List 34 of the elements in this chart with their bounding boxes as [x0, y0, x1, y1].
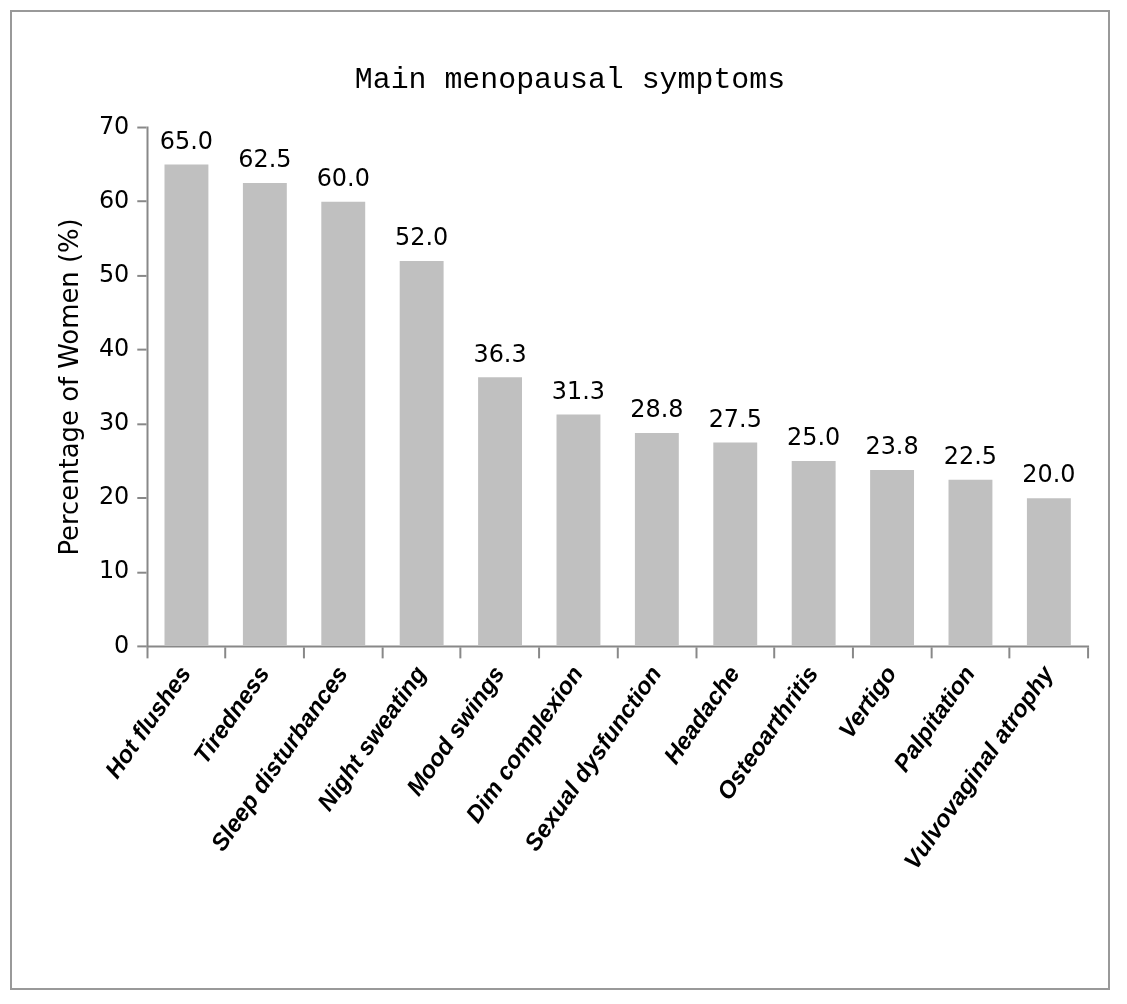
bar	[164, 164, 209, 646]
y-tick-label: 0	[114, 630, 130, 659]
data-label: 22.5	[943, 441, 998, 470]
bar	[948, 479, 993, 646]
y-tick-label: 50	[98, 259, 130, 288]
bar	[713, 442, 758, 646]
data-label: 62.5	[238, 145, 292, 174]
bar	[870, 469, 915, 646]
data-label: 65.0	[159, 126, 214, 155]
data-label: 52.0	[395, 223, 449, 252]
bar	[634, 432, 679, 646]
y-tick-label: 30	[98, 408, 130, 437]
y-tick-label: 10	[98, 556, 130, 585]
bar	[321, 201, 366, 646]
data-label: 60.0	[316, 163, 370, 192]
y-tick-label: 60	[98, 185, 130, 214]
bar	[791, 461, 836, 646]
data-label: 23.8	[865, 432, 919, 461]
data-label: 27.5	[708, 404, 762, 433]
y-tick-label: 70	[98, 111, 130, 140]
bar	[478, 377, 523, 646]
bar	[556, 414, 601, 646]
data-label: 36.3	[473, 339, 527, 368]
data-label: 20.0	[1022, 460, 1076, 489]
bar	[399, 260, 444, 646]
data-label: 25.0	[787, 423, 841, 452]
data-label: 31.3	[551, 376, 606, 405]
data-label: 28.8	[630, 395, 684, 424]
bar	[242, 183, 287, 646]
y-tick-label: 20	[98, 482, 130, 511]
y-axis-title: Percentage of Women (%)	[54, 218, 85, 556]
bar	[1026, 498, 1071, 646]
chart-title: Main menopausal symptoms	[354, 62, 786, 97]
y-tick-label: 40	[98, 334, 130, 363]
